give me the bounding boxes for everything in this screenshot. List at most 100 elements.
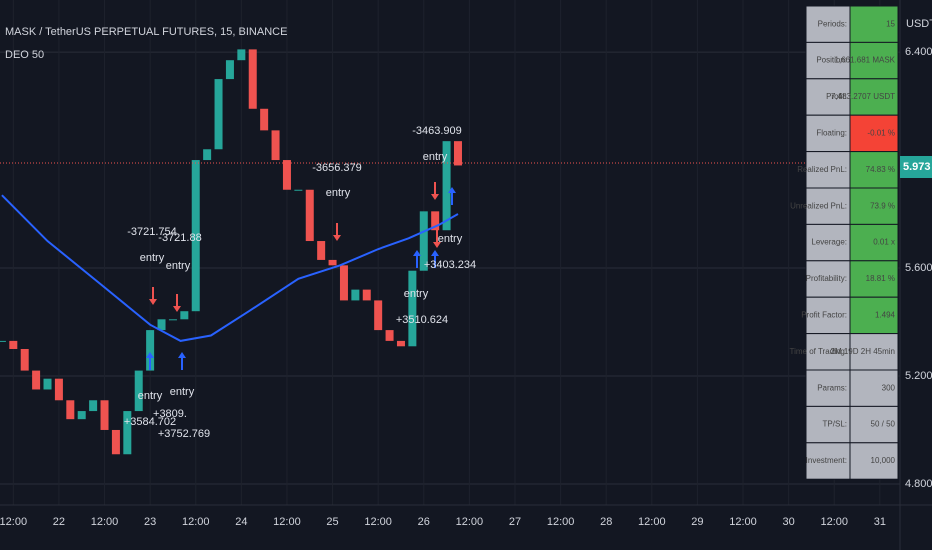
candle — [43, 378, 52, 390]
table-value: 50 / 50 — [871, 420, 896, 429]
buy-arrow — [178, 352, 186, 370]
annotation: +3752.769 — [158, 428, 210, 440]
x-tick-label: 12:00 — [729, 516, 757, 528]
candle — [282, 160, 291, 190]
x-tick-label: 12:00 — [182, 516, 210, 528]
x-tick-label: 26 — [418, 516, 430, 528]
candle — [351, 289, 360, 301]
table-label: Profitability: — [806, 274, 847, 283]
candle — [271, 130, 280, 161]
table-value: 1.494 — [875, 311, 896, 320]
sell-arrows — [149, 182, 441, 312]
annotation: -3721.754 — [127, 226, 177, 238]
table-value-cell — [849, 41, 899, 80]
y-tick-label: 4.800 — [905, 478, 932, 490]
candle — [168, 319, 177, 321]
candle — [419, 211, 428, 271]
candle — [111, 429, 120, 455]
candle — [396, 340, 405, 347]
x-tick-label: 24 — [235, 516, 247, 528]
buy-arrow — [448, 187, 456, 205]
table-value-cell — [849, 369, 899, 407]
candle — [100, 400, 109, 430]
table-label: Floating: — [816, 129, 847, 138]
candle — [77, 411, 86, 420]
annotation: entry — [423, 151, 448, 163]
plot — [0, 49, 462, 455]
annotation: +3403.234 — [424, 259, 476, 271]
annotation: +3510.624 — [396, 314, 448, 326]
annotation: entry — [404, 288, 429, 300]
table-value: 74.83 % — [866, 165, 895, 174]
x-tick-label: 12:00 — [0, 516, 27, 528]
table-value: 10,000 — [871, 456, 896, 465]
sell-arrow — [431, 182, 439, 200]
x-tick-label: 25 — [326, 516, 338, 528]
annotation: +3809. — [153, 408, 187, 420]
table-label: Profit Factor: — [801, 311, 847, 320]
table-label: Realized PnL: — [797, 165, 847, 174]
candle — [442, 141, 451, 231]
table-value-cell — [849, 5, 899, 43]
table-value-cell — [849, 260, 899, 298]
candle — [20, 348, 29, 371]
x-tick-label: 12:00 — [638, 516, 666, 528]
annotation: -3721.88 — [158, 232, 201, 244]
ma-line — [1, 194, 459, 342]
candle — [374, 300, 383, 331]
candle — [66, 400, 75, 420]
table-value: 2M 19D 2H 45min — [831, 347, 895, 356]
candle — [305, 189, 314, 242]
table-label-cell — [805, 260, 851, 298]
x-tick-label: 12:00 — [456, 516, 484, 528]
last-price-box — [900, 156, 932, 178]
x-tick-label: 29 — [691, 516, 703, 528]
indicator-name: DEO 50 — [5, 49, 44, 61]
sell-arrow — [149, 287, 157, 305]
table-label: Position: — [816, 56, 847, 65]
annotation: entry — [326, 187, 351, 199]
table-label: Params: — [817, 383, 847, 392]
table-label-cell — [805, 369, 851, 407]
table-label: Profit: — [826, 92, 847, 101]
table-value: 73.9 % — [870, 201, 895, 210]
buy-arrow — [413, 250, 421, 268]
table-label: Time of Trading: — [789, 347, 847, 356]
candle — [328, 259, 337, 266]
table-label-cell — [805, 405, 851, 444]
axis-unit: USDT — [906, 18, 932, 30]
x-tick-label: 12:00 — [273, 516, 301, 528]
table-label: Periods: — [818, 19, 847, 28]
annotation: -3656.379 — [312, 162, 362, 174]
table-label: Investment: — [806, 456, 847, 465]
x-tick-label: 22 — [53, 516, 65, 528]
candle — [225, 60, 234, 80]
table-label: Leverage: — [811, 238, 847, 247]
annotation: entry — [438, 233, 463, 245]
table-value-cell — [849, 151, 899, 189]
candle — [0, 340, 6, 342]
candle — [89, 400, 98, 412]
table-label-cell — [805, 296, 851, 335]
x-tick-label: 12:00 — [820, 516, 848, 528]
candle — [339, 265, 348, 301]
x-tick-label: 27 — [509, 516, 521, 528]
table-value-cell — [849, 223, 899, 262]
candle — [9, 340, 18, 349]
x-tick-label: 12:00 — [364, 516, 392, 528]
table-label-cell — [805, 223, 851, 262]
candle — [191, 160, 200, 312]
sell-arrow — [173, 294, 181, 312]
candle — [260, 108, 269, 131]
candle — [431, 211, 440, 231]
y-tick-label: 5.600 — [905, 262, 932, 274]
x-tick-label: 28 — [600, 516, 612, 528]
candle — [294, 189, 303, 191]
table-value: 1,661.681 MASK — [835, 56, 896, 65]
table-value-cell — [849, 333, 899, 371]
last-price-label: 5.973 — [903, 161, 931, 173]
annotation: -3463.909 — [412, 125, 462, 137]
candle — [123, 411, 132, 455]
